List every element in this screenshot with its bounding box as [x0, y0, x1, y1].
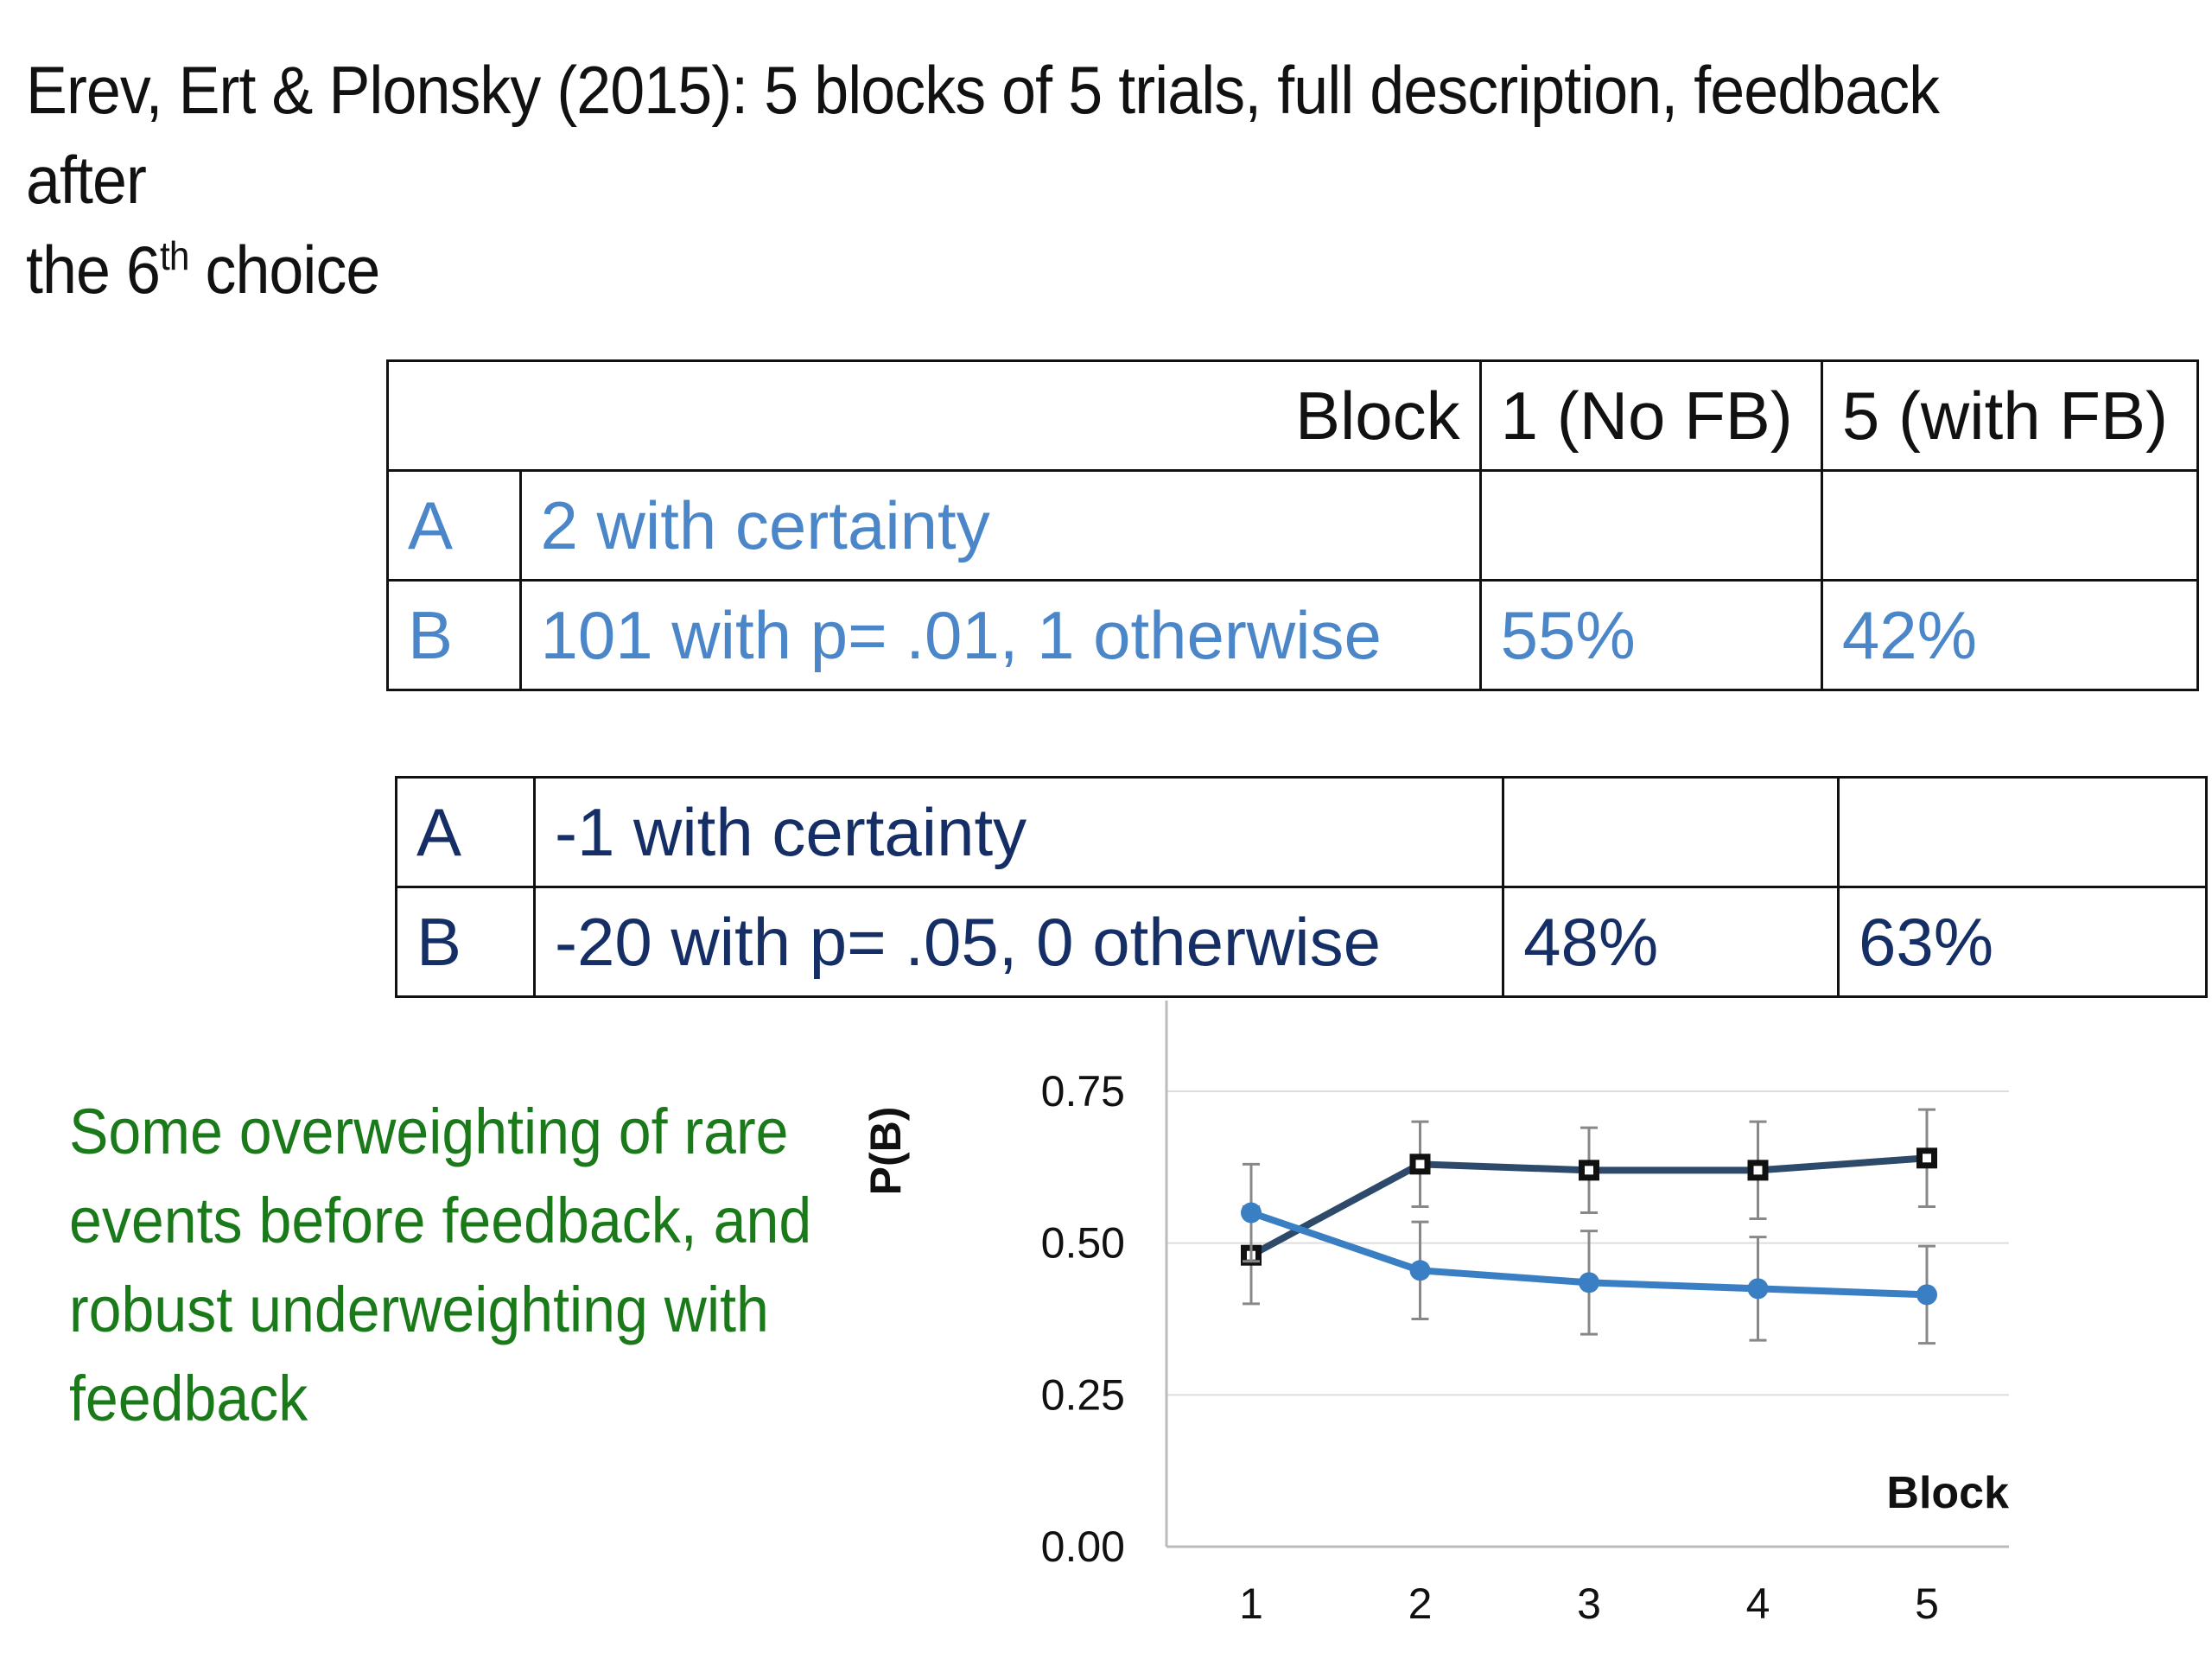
- note-line: robust underweighting with: [69, 1274, 769, 1345]
- table-header-row: Block 1 (No FB) 5 (with FB): [386, 359, 2200, 472]
- block5-value: 42%: [1820, 579, 2200, 691]
- table-row: B 101 with p= .01, 1 otherwise 55% 42%: [386, 579, 2200, 691]
- option-description: -20 with p= .05, 0 otherwise: [532, 886, 1505, 998]
- table-row: B -20 with p= .05, 0 otherwise 48% 63%: [395, 886, 2208, 998]
- option-label: A: [386, 469, 522, 582]
- block1-value: 48%: [1502, 886, 1840, 998]
- option-label: B: [395, 886, 536, 998]
- note-line: Some overweighting of rare: [69, 1096, 789, 1167]
- series-2: [1241, 1162, 1937, 1345]
- data-point: [1916, 1284, 1937, 1306]
- block1-value: [1502, 776, 1840, 888]
- x-axis-label: Block: [1886, 1468, 2009, 1518]
- table-row: A 2 with certainty: [386, 469, 2200, 582]
- data-point: [1241, 1202, 1262, 1224]
- data-point-inner: [1415, 1160, 1425, 1169]
- x-tick-label: 2: [1408, 1580, 1433, 1628]
- header-block-label: Block: [386, 359, 1482, 472]
- conclusion-note: Some overweighting of rare events before…: [69, 1087, 832, 1443]
- x-tick-label: 1: [1239, 1580, 1263, 1628]
- option-description: 101 with p= .01, 1 otherwise: [518, 579, 1482, 691]
- chart-series: [1241, 1108, 1937, 1345]
- title-line-2-text: the 6: [26, 232, 161, 308]
- y-tick-label: 0.00: [1041, 1522, 1125, 1571]
- option-label: B: [386, 579, 522, 691]
- y-axis-label: P(B): [861, 1107, 910, 1196]
- block5-value: 63%: [1837, 886, 2208, 998]
- title-line-1: Erev, Ert & Plonsky (2015): 5 blocks of …: [26, 52, 1940, 218]
- option-description: 2 with certainty: [518, 469, 1482, 582]
- data-point-inner: [1585, 1166, 1593, 1175]
- x-tick-labels: 1 2 3 4 5: [1239, 1580, 1939, 1628]
- losses-table: A -1 with certainty B -20 with p= .05, 0…: [395, 776, 2208, 998]
- block5-value: [1820, 469, 2200, 582]
- title-line-2-end: choice: [188, 232, 380, 308]
- title-superscript: th: [160, 233, 189, 278]
- block1-value: [1478, 469, 1823, 582]
- y-tick-label: 0.75: [1041, 1067, 1125, 1116]
- data-point-inner: [1753, 1166, 1763, 1175]
- note-line: events before feedback, and: [69, 1185, 812, 1256]
- title-line-2: the 6th choice: [26, 225, 1998, 315]
- option-description: -1 with certainty: [532, 776, 1505, 888]
- option-label: A: [395, 776, 536, 888]
- table-row: A -1 with certainty: [395, 776, 2208, 888]
- block1-value: 55%: [1478, 579, 1823, 691]
- data-point: [1579, 1272, 1599, 1294]
- note-line: feedback: [69, 1363, 308, 1434]
- header-block-1: 1 (No FB): [1478, 359, 1823, 472]
- y-tick-label: 0.25: [1041, 1370, 1125, 1419]
- data-point: [1747, 1278, 1769, 1300]
- x-tick-label: 4: [1746, 1580, 1770, 1628]
- block5-value: [1837, 776, 2208, 888]
- x-tick-label: 3: [1577, 1580, 1601, 1628]
- header-block-5: 5 (with FB): [1820, 359, 2200, 472]
- data-point: [1409, 1260, 1431, 1281]
- gains-table: Block 1 (No FB) 5 (with FB) A 2 with cer…: [386, 359, 2200, 691]
- y-tick-label: 0.50: [1041, 1219, 1125, 1268]
- data-point-inner: [1923, 1154, 1931, 1163]
- x-tick-label: 5: [1915, 1580, 1939, 1628]
- slide-title: Erev, Ert & Plonsky (2015): 5 blocks of …: [26, 45, 1998, 315]
- y-tick-labels: 0.00 0.25 0.50 0.75: [1041, 1067, 1125, 1571]
